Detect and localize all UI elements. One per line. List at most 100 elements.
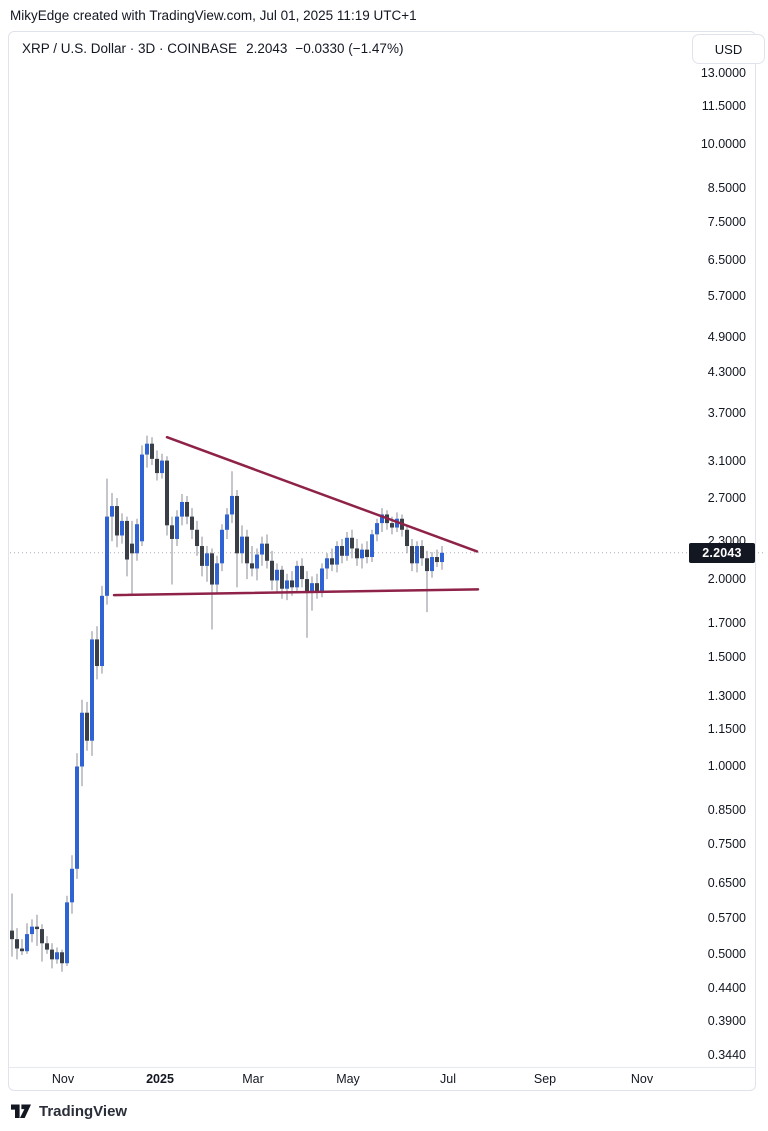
candle-body	[340, 546, 344, 556]
candle-body	[345, 537, 349, 556]
price-axis[interactable]: 13.0000 11.5000 10.0000 8.5000 7.5000 6.5000 5…	[686, 60, 760, 1066]
price-tick-label: 10.0000	[700, 136, 746, 151]
candle-body	[155, 458, 159, 474]
candle-body	[300, 565, 304, 580]
candle-body	[350, 537, 354, 549]
candle-body	[440, 552, 444, 563]
candle-body	[85, 712, 89, 741]
time-tick-label: Sep	[533, 1072, 557, 1086]
price-tick-label: 4.3000	[707, 365, 746, 380]
candle-body	[115, 506, 119, 536]
candle-body	[280, 569, 284, 589]
candle-body	[30, 926, 34, 935]
candle-body	[205, 553, 209, 566]
candle-body	[190, 516, 194, 530]
price-tick-label: 3.7000	[707, 405, 746, 420]
tradingview-logo-icon[interactable]	[10, 1100, 32, 1122]
candle-body	[415, 546, 419, 564]
candle-body	[90, 639, 94, 741]
candle-body	[315, 583, 319, 592]
price-tick-label: 2.7000	[707, 490, 746, 505]
price-tick-label: 1.3000	[707, 688, 746, 703]
price-tick-label: 2.0000	[707, 572, 746, 587]
candle-body	[380, 514, 384, 524]
time-axis[interactable]: Nov 2025 Mar May Jul Sep Nov	[9, 1067, 755, 1092]
attribution-text: MikyEdge created with TradingView.com, J…	[10, 8, 417, 23]
price-tick-label: 5.7000	[707, 288, 746, 303]
price-tick-label: 6.5000	[707, 253, 746, 268]
price-tick-label: 0.6500	[707, 875, 746, 890]
candle-body	[235, 495, 239, 554]
time-tick-label: Mar	[242, 1072, 264, 1086]
price-tick-label: 3.1000	[707, 453, 746, 468]
candle-body	[435, 557, 439, 563]
candle-body	[295, 565, 299, 588]
price-tick-label: 13.0000	[700, 66, 746, 80]
price-tick-label: 1.5000	[707, 649, 746, 664]
candle-body	[330, 558, 334, 565]
price-tick-label: 0.4400	[707, 981, 746, 996]
candle-body	[390, 523, 394, 528]
candle-body	[185, 501, 189, 517]
candle-body	[120, 520, 124, 536]
candle-body	[250, 563, 254, 569]
candle-body	[135, 524, 139, 554]
candle-body	[165, 460, 169, 526]
price-tick-label: 1.0000	[707, 759, 746, 774]
candle-body	[35, 926, 39, 930]
candle-body	[320, 568, 324, 592]
candle-body	[360, 549, 364, 559]
price-tick-label: 1.1500	[707, 721, 746, 736]
candle-body	[240, 536, 244, 554]
candle-body	[375, 523, 379, 535]
symbol-legend: XRP / U.S. Dollar · 3D · COINBASE 2.2043−…	[22, 40, 403, 56]
price-tick-label: 4.9000	[707, 329, 746, 344]
candle-body	[370, 534, 374, 558]
last-price-tag: 2.2043	[689, 542, 755, 563]
candle-body	[305, 579, 309, 593]
currency-toggle-button[interactable]: USD	[692, 34, 765, 64]
candle-body	[80, 712, 84, 767]
price-tick-label: 8.5000	[707, 180, 746, 195]
candle-body	[60, 952, 64, 964]
candle-body	[275, 569, 279, 581]
candle-body	[215, 563, 219, 585]
last-price: 2.2043	[246, 40, 288, 56]
candle-body	[430, 557, 434, 572]
candle-body	[110, 506, 114, 517]
candle-body	[420, 546, 424, 559]
price-tick-label: 0.8500	[707, 803, 746, 818]
symbol-title: XRP / U.S. Dollar · 3D · COINBASE	[22, 40, 238, 56]
candle-body	[150, 443, 154, 459]
price-change: −0.0330 (−1.47%)	[295, 40, 404, 56]
candle-body	[225, 514, 229, 530]
candle-body	[55, 952, 59, 960]
candle-body	[285, 580, 289, 589]
candle-body	[175, 516, 179, 539]
candle-body	[95, 639, 99, 667]
candle-body	[220, 529, 224, 564]
candle-body	[210, 553, 214, 585]
tradingview-logo-text[interactable]: TradingView	[39, 1102, 128, 1120]
candle-body	[40, 929, 44, 944]
candle-body	[70, 868, 74, 903]
price-tick-label: 0.5000	[707, 946, 746, 961]
price-tick-label: 0.3440	[707, 1048, 746, 1062]
candle-body	[15, 939, 19, 949]
time-tick-label: Jul	[440, 1072, 456, 1086]
candle-body	[25, 934, 29, 952]
trendline-horizontal-support[interactable]	[112, 588, 480, 597]
candle-body	[245, 536, 249, 564]
candle-body	[200, 546, 204, 566]
candle-body	[20, 948, 24, 952]
time-tick-label: Nov	[630, 1072, 654, 1086]
candle-body	[425, 558, 429, 572]
candle-body	[170, 525, 174, 539]
trendline-descending-resistance[interactable]	[165, 435, 479, 553]
candle-body	[260, 543, 264, 555]
price-tick-label: 0.7500	[707, 837, 746, 852]
candle-body	[335, 546, 339, 565]
candle-body	[65, 902, 69, 964]
